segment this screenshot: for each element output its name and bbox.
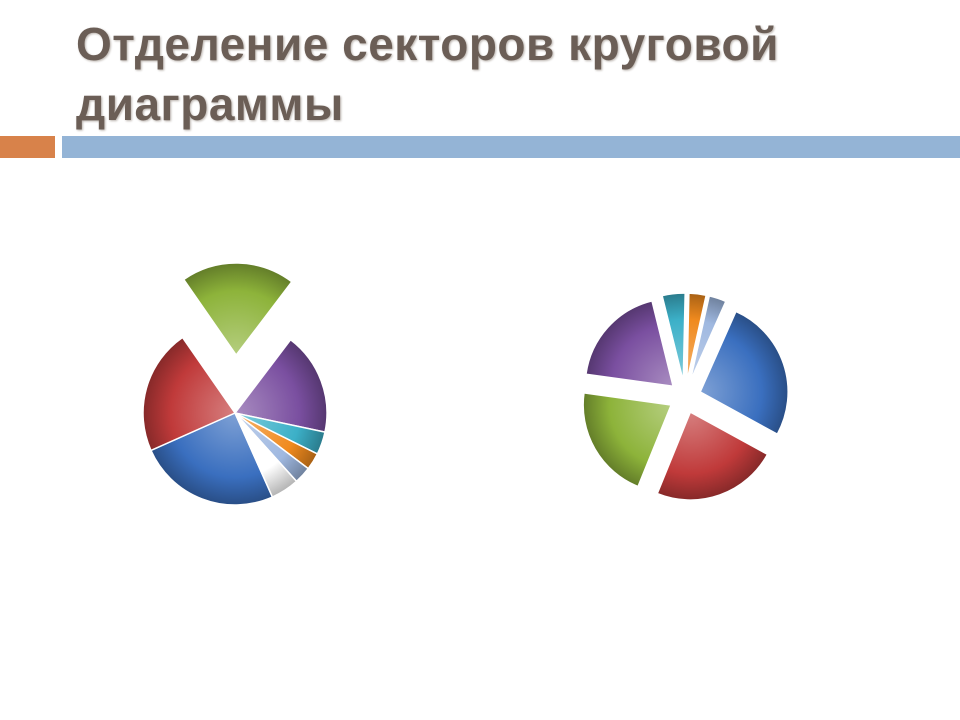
header-bar	[62, 136, 960, 158]
pie-chart-all-slices-exploded	[582, 292, 789, 501]
pie-slice	[234, 412, 298, 499]
pie-slice	[582, 392, 673, 488]
pie-slice	[585, 299, 675, 388]
pie-slice	[699, 310, 789, 436]
slide-title: Отделение секторов круговой диаграммы	[76, 18, 779, 130]
pie-slice	[182, 262, 293, 357]
pie-slice	[142, 336, 237, 452]
pie-slice	[686, 292, 708, 382]
header-accent-bar	[0, 136, 55, 158]
pie-slice	[656, 411, 769, 501]
pie-slice	[233, 338, 328, 434]
pie-chart-one-slice-exploded	[142, 262, 328, 506]
pie-slice	[689, 295, 727, 383]
pie-slice	[661, 292, 686, 382]
pie-slice	[149, 412, 274, 506]
